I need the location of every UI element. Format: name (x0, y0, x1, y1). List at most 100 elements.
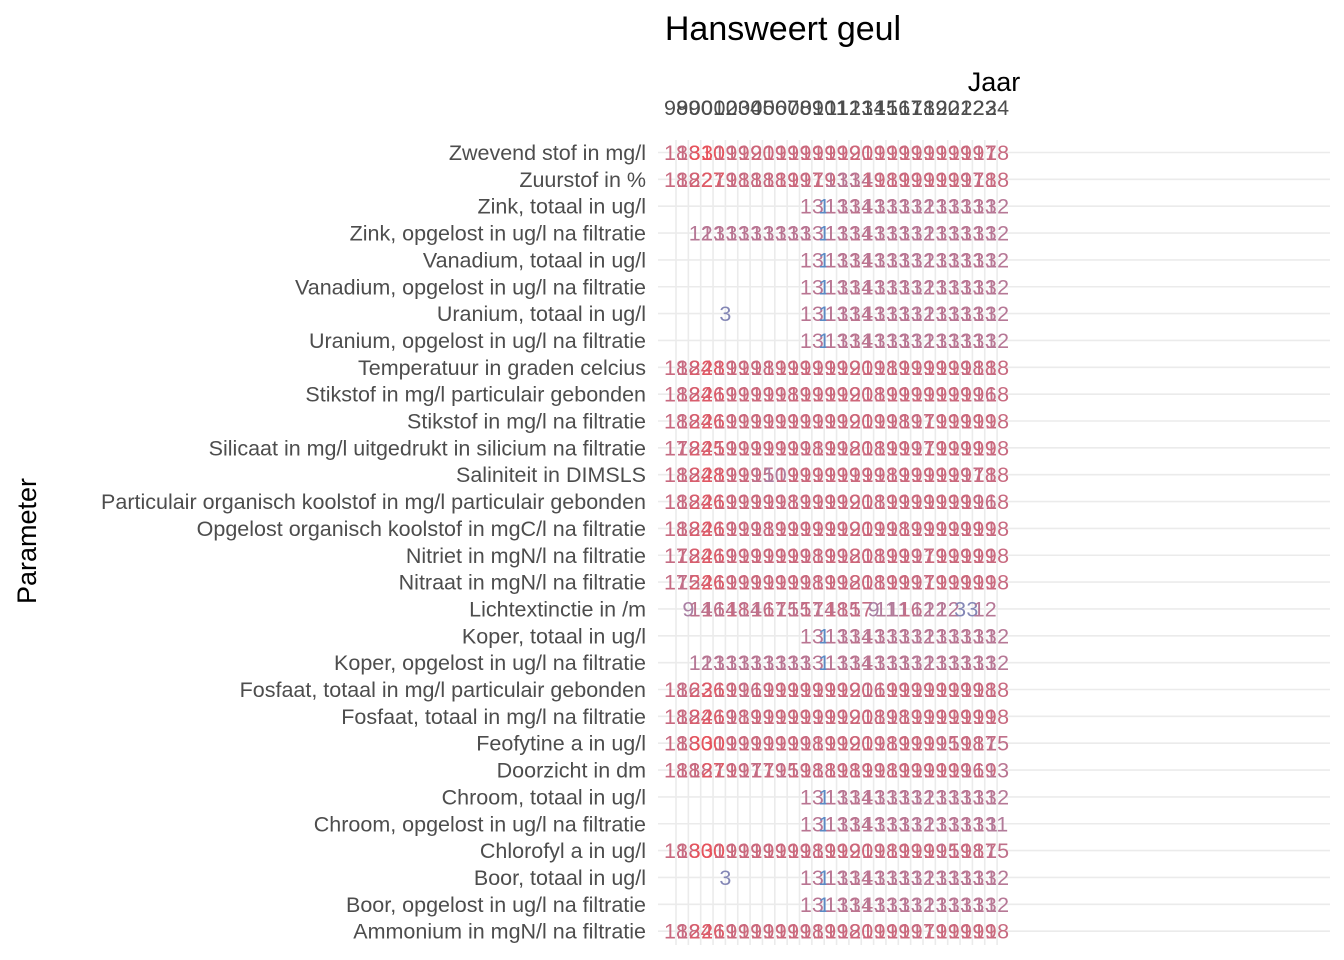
count-label: 19 (788, 168, 812, 192)
count-label: 12 (911, 866, 935, 890)
count-label: 15 (936, 839, 960, 863)
count-label: 19 (923, 383, 947, 407)
x-tick-label: 02 (713, 96, 737, 120)
count-label: 13 (701, 222, 725, 246)
count-label: 19 (899, 490, 923, 514)
count-label: 13 (886, 866, 910, 890)
count-label: 13 (837, 275, 861, 299)
count-label: 13 (886, 893, 910, 917)
count-label: 19 (837, 490, 861, 514)
count-label: 13 (862, 195, 886, 219)
count-label: 19 (788, 383, 812, 407)
count-label: 13 (837, 195, 861, 219)
count-label: 16 (750, 597, 774, 621)
count-label: 18 (825, 597, 849, 621)
x-tick-label: 16 (886, 96, 910, 120)
count-label: 14 (849, 275, 873, 299)
count-label: 13 (960, 893, 984, 917)
count-label: 18 (738, 168, 762, 192)
count-label: 18 (985, 544, 1009, 568)
count-label: 19 (948, 356, 972, 380)
count-label: 18 (726, 597, 750, 621)
count-label: 19 (800, 517, 824, 541)
count-label: 18 (862, 705, 886, 729)
count-label: 13 (874, 866, 898, 890)
count-label: 18 (800, 571, 824, 595)
count-label: 20 (750, 141, 774, 165)
count-label: 17 (911, 544, 935, 568)
count-label: 19 (763, 705, 787, 729)
count-label: 18 (664, 678, 688, 702)
count-label: 13 (862, 785, 886, 809)
count-label: 18 (985, 463, 1009, 487)
count-label: 19 (936, 436, 960, 460)
count-label: 18 (664, 517, 688, 541)
count-label: 13 (948, 893, 972, 917)
count-label: 19 (837, 410, 861, 434)
count-label: 18 (676, 490, 700, 514)
count-label: 13 (862, 651, 886, 675)
count-label: 30 (701, 141, 725, 165)
count-label: 13 (800, 893, 824, 917)
count-label: 18 (676, 705, 700, 729)
count-label: 13 (899, 302, 923, 326)
count-label: 17 (911, 410, 935, 434)
count-label: 13 (862, 275, 886, 299)
count-label: 30 (701, 732, 725, 756)
count-label: 19 (923, 436, 947, 460)
count-label: 19 (812, 571, 836, 595)
count-label: 24 (689, 571, 713, 595)
count-label: 19 (763, 732, 787, 756)
count-label: 18 (664, 490, 688, 514)
count-label: 13 (923, 275, 947, 299)
count-label: 13 (800, 275, 824, 299)
count-label: 19 (738, 383, 762, 407)
x-tick-label: 13 (849, 96, 873, 120)
count-label: 19 (936, 678, 960, 702)
count-label: 19 (738, 920, 762, 944)
count-label: 13 (825, 624, 849, 648)
count-label: 19 (738, 436, 762, 460)
count-label: 16 (738, 678, 762, 702)
count-label: 13 (738, 222, 762, 246)
count-label: 19 (899, 410, 923, 434)
y-tick-label: Boor, opgelost in ug/l na filtratie (346, 893, 646, 917)
count-label: 13 (825, 893, 849, 917)
count-label: 15 (750, 463, 774, 487)
count-label: 19 (788, 356, 812, 380)
count-label: 13 (899, 812, 923, 836)
count-label: 19 (763, 517, 787, 541)
count-label: 20 (849, 571, 873, 595)
count-label: 19 (812, 839, 836, 863)
count-label: 18 (874, 356, 898, 380)
count-label: 13 (985, 759, 1009, 783)
count-label: 19 (726, 678, 750, 702)
count-label: 14 (849, 195, 873, 219)
count-label: 26 (701, 410, 725, 434)
count-label: 19 (911, 705, 935, 729)
count-label: 13 (837, 893, 861, 917)
count-label: 19 (911, 356, 935, 380)
count-label: 18 (985, 490, 1009, 514)
count-label: 19 (837, 705, 861, 729)
count-label: 19 (788, 141, 812, 165)
count-label: 13 (862, 866, 886, 890)
count-label: 19 (874, 571, 898, 595)
y-tick-label: Vanadium, opgelost in ug/l na filtratie (295, 275, 646, 299)
count-label: 19 (886, 759, 910, 783)
count-label: 19 (862, 356, 886, 380)
count-label: 19 (862, 463, 886, 487)
count-label: 13 (750, 222, 774, 246)
x-tick-labels: 9899000102030405060708091011121314151617… (664, 96, 1009, 120)
count-label: 13 (800, 624, 824, 648)
count-label: 24 (689, 705, 713, 729)
count-label: 13 (800, 248, 824, 272)
count-label: 19 (825, 436, 849, 460)
count-label: 13 (874, 651, 898, 675)
count-label: 18 (676, 141, 700, 165)
count-label: 20 (849, 544, 873, 568)
count-label: 13 (960, 302, 984, 326)
count-label: 19 (750, 383, 774, 407)
count-label: 19 (886, 168, 910, 192)
count-label: 12 (689, 222, 713, 246)
